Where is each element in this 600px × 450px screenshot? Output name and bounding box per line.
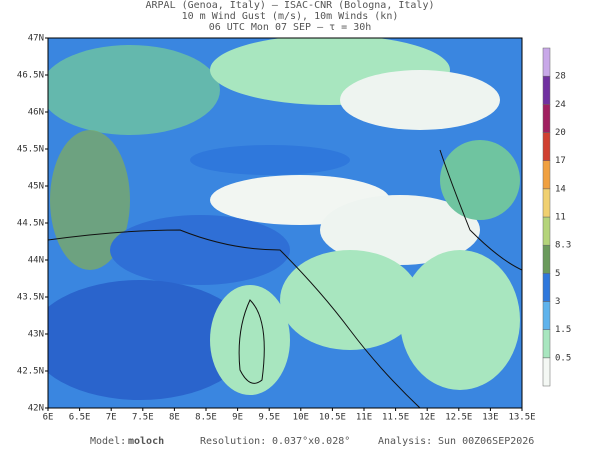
colorbar-cell — [542, 329, 551, 359]
lat-label: 46N — [28, 108, 44, 118]
colorbar-label: 8.3 — [555, 241, 571, 251]
footer-value: moloch — [128, 436, 164, 447]
lon-label: 6E — [43, 413, 54, 423]
title-line: 10 m Wind Gust (m/s), 10m Winds (kn) — [182, 11, 399, 22]
colorbar-cell — [542, 160, 551, 190]
lat-label: 42N — [28, 404, 44, 414]
lat-label: 44.5N — [17, 219, 44, 229]
colorbar-label: 1.5 — [555, 325, 571, 335]
lon-label: 11.5E — [382, 413, 409, 423]
footer-label: Analysis: — [378, 436, 432, 447]
title-line: 06 UTC Mon 07 SEP – τ = 30h — [209, 22, 372, 33]
lon-label: 7E — [106, 413, 117, 423]
lon-label: 13E — [482, 413, 498, 423]
colorbar-cell — [542, 188, 551, 218]
title-line: ARPAL (Genoa, Italy) – ISAC-CNR (Bologna… — [146, 0, 435, 11]
colorbar-label: 14 — [555, 184, 566, 194]
colorbar-label: 28 — [555, 72, 566, 82]
lat-label: 45.5N — [17, 145, 44, 155]
lat-label: 46.5N — [17, 71, 44, 81]
lat-label: 43.5N — [17, 293, 44, 303]
lat-label: 43N — [28, 330, 44, 340]
lon-label: 8E — [169, 413, 180, 423]
colorbar-label: 24 — [555, 100, 566, 110]
colorbar-cell — [542, 216, 551, 246]
lat-label: 47N — [28, 34, 44, 44]
lat-label: 45N — [28, 182, 44, 192]
lon-label: 13.5E — [508, 413, 535, 423]
colorbar-cell — [542, 75, 551, 105]
lon-label: 9.5E — [258, 413, 280, 423]
wind-field — [48, 38, 522, 408]
lon-label: 10E — [293, 413, 309, 423]
colorbar-cell — [542, 104, 551, 133]
lon-label: 12.5E — [445, 413, 472, 423]
colorbar-label: 17 — [555, 156, 566, 166]
lon-label: 10.5E — [319, 413, 346, 423]
lat-label: 44N — [28, 256, 44, 266]
colorbar-label: 0.5 — [555, 353, 571, 363]
lon-label: 11E — [356, 413, 372, 423]
footer-value: 0.037°x0.028° — [272, 436, 350, 447]
colorbar-cell — [542, 273, 551, 302]
footer-label: Resolution: — [200, 436, 266, 447]
lon-label: 6.5E — [69, 413, 91, 423]
lat-label: 42.5N — [17, 367, 44, 377]
colorbar-label: 11 — [555, 213, 566, 223]
lon-label: 9E — [232, 413, 243, 423]
footer-label: Model: — [90, 436, 126, 447]
colorbar-label: 3 — [555, 297, 560, 307]
colorbar-label: 5 — [555, 269, 560, 279]
footer-value: Sun 00Z06SEP2026 — [438, 436, 534, 447]
colorbar-cell — [542, 244, 551, 274]
colorbar-cell — [542, 357, 551, 387]
lon-label: 8.5E — [195, 413, 217, 423]
colorbar-cell — [542, 47, 551, 77]
colorbar-cell — [542, 132, 551, 161]
lon-label: 12E — [419, 413, 435, 423]
lon-label: 7.5E — [132, 413, 154, 423]
colorbar-label: 20 — [555, 128, 566, 138]
colorbar-cell — [542, 301, 551, 330]
